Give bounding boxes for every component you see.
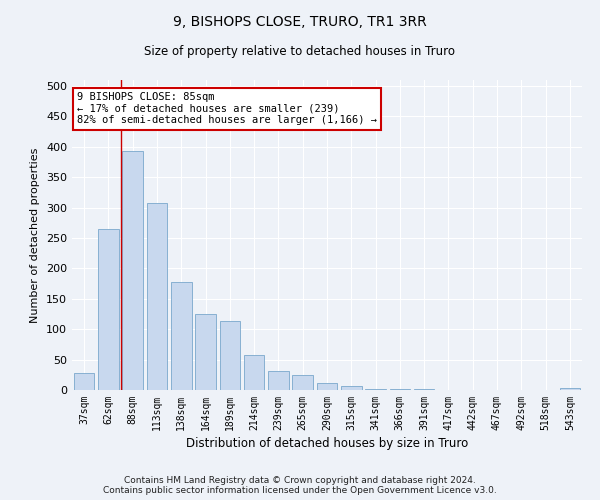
Bar: [220, 322, 240, 390]
X-axis label: Distribution of detached houses by size in Truro: Distribution of detached houses by size …: [186, 437, 468, 450]
Text: 9, BISHOPS CLOSE, TRURO, TR1 3RR: 9, BISHOPS CLOSE, TRURO, TR1 3RR: [173, 15, 427, 29]
Bar: [560, 388, 580, 390]
Bar: [171, 282, 191, 390]
Text: Size of property relative to detached houses in Truro: Size of property relative to detached ho…: [145, 45, 455, 58]
Bar: [244, 356, 265, 390]
Bar: [74, 373, 94, 390]
Y-axis label: Number of detached properties: Number of detached properties: [31, 148, 40, 322]
Bar: [146, 204, 167, 390]
Bar: [317, 382, 337, 390]
Bar: [195, 314, 216, 390]
Text: 9 BISHOPS CLOSE: 85sqm
← 17% of detached houses are smaller (239)
82% of semi-de: 9 BISHOPS CLOSE: 85sqm ← 17% of detached…: [77, 92, 377, 126]
Text: Contains HM Land Registry data © Crown copyright and database right 2024.
Contai: Contains HM Land Registry data © Crown c…: [103, 476, 497, 495]
Bar: [122, 151, 143, 390]
Bar: [341, 386, 362, 390]
Bar: [98, 229, 119, 390]
Bar: [292, 376, 313, 390]
Bar: [268, 371, 289, 390]
